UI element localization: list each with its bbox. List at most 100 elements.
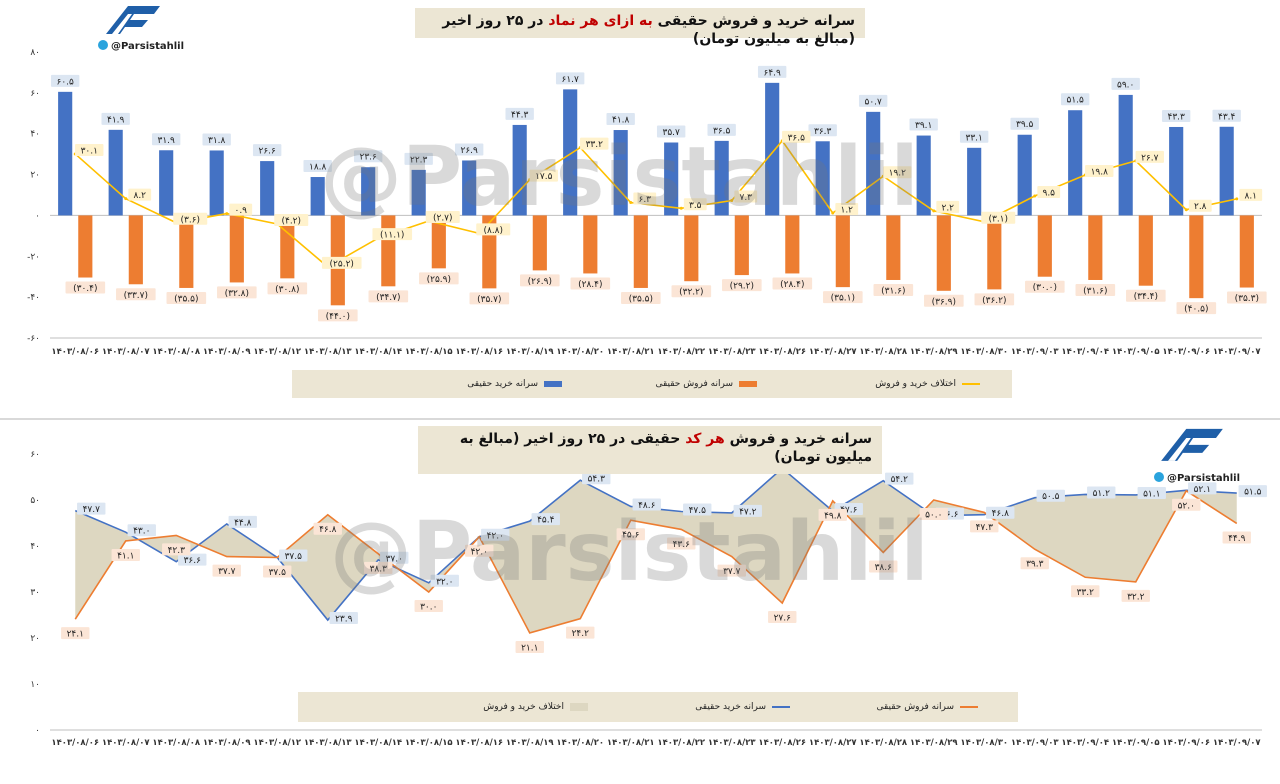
chart1-buy-label-bg xyxy=(101,112,130,125)
chart1-diff-label-bg xyxy=(734,190,758,203)
chart2-sell-label-bg xyxy=(717,564,746,577)
chart1-diff-label: (۳.۱) xyxy=(988,214,1008,224)
chart1-buy-label-bg xyxy=(555,72,585,85)
chart1-diff-label: (۴.۲) xyxy=(281,217,301,227)
chart2-buy-label-bg xyxy=(127,524,156,537)
brand-logo: @Parsistahlil xyxy=(98,4,188,54)
chart2-buy-label: ۳۶.۶ xyxy=(184,556,202,566)
chart1-sell-bar xyxy=(1138,215,1153,286)
chart1-sell-label: (۳۵.۵) xyxy=(174,294,198,304)
chart1-buy-label-bg xyxy=(454,143,484,156)
chart2-sell-label-bg xyxy=(1172,498,1201,511)
chart1-diff-label-bg xyxy=(782,130,811,143)
chart1-buy-label: ۳۱.۹ xyxy=(157,136,175,146)
chart1-sell-label-bg xyxy=(469,292,510,305)
chart1-ytick: -۴۰ xyxy=(27,293,40,303)
chart2-sell-label-bg xyxy=(869,560,898,573)
chart1-sell-label: (۳۴.۷) xyxy=(376,293,400,303)
chart1-sell-label-bg xyxy=(166,291,207,304)
logo-icon xyxy=(106,6,160,34)
chart2-legend: اختلاف خرید و فروش سرانه خرید حقیقی سران… xyxy=(298,692,1018,722)
chart1-diff-point xyxy=(679,206,683,210)
chart2-sell-label: ۳۷.۵ xyxy=(269,568,287,578)
chart2-sell-label: ۴۵.۶ xyxy=(622,531,640,541)
chart1-diff-label-bg xyxy=(1239,188,1263,201)
chart2-buy-label: ۴۵.۴ xyxy=(537,516,555,526)
chart1-diff-label: ۷.۳ xyxy=(739,193,752,203)
chart2-sell-label: ۳۹.۳ xyxy=(1026,560,1044,570)
chart2-title-post: حقیقی در ۲۵ روز اخیر (مبالغ به میلیون تو… xyxy=(459,431,872,465)
chart1-diff-point xyxy=(124,197,128,201)
chart1-sell-label-bg xyxy=(621,291,661,304)
chart1-buy-label: ۴۴.۳ xyxy=(511,110,529,120)
chart1-diff-label: ۱۹.۲ xyxy=(889,169,907,179)
chart1-diff-label: (۲.۷) xyxy=(433,213,453,223)
chart1-xtick: ۱۴۰۳/۰۸/۲۸ xyxy=(859,347,908,357)
chart1-sell-label: (۳۵.۳) xyxy=(1235,294,1259,304)
chart1-buy-label: ۵۱.۵ xyxy=(1066,96,1084,106)
chart2-buy-label: ۴۷.۶ xyxy=(840,506,858,516)
chart1-xtick: ۱۴۰۳/۰۸/۲۳ xyxy=(708,347,757,357)
chart1-title-pre: سرانه خرید و فروش حقیقی xyxy=(652,13,855,29)
chart1-sell-label-bg xyxy=(722,279,762,292)
chart1-ytick: ۶۰ xyxy=(30,89,40,99)
chart1-sell-label-bg xyxy=(873,283,914,296)
chart2-xtick: ۱۴۰۳/۰۸/۱۶ xyxy=(455,738,503,748)
chart1-buy-bar xyxy=(1169,126,1184,216)
chart1-buy-bar xyxy=(866,111,881,216)
chart1-buy-label: ۲۳.۶ xyxy=(359,153,377,163)
chart1-diff-label: (۸.۸) xyxy=(483,226,503,236)
chart2-sell-label: ۴۶.۸ xyxy=(319,525,337,535)
chart1-sell-bar xyxy=(583,215,598,274)
chart1-diff-point xyxy=(1184,208,1188,212)
telegram-icon-2 xyxy=(1154,472,1164,482)
chart1-diff-label-bg xyxy=(75,143,104,156)
chart2-buy-label: ۴۷.۷ xyxy=(83,505,101,515)
chart1-sell-bar xyxy=(785,215,800,274)
chart1-buy-label-bg xyxy=(1161,109,1191,122)
chart2-sell-label: ۴۲.۳ xyxy=(168,546,186,556)
chart2-xtick: ۱۴۰۳/۰۸/۲۲ xyxy=(657,738,706,748)
chart1-sell-bar xyxy=(1189,215,1204,299)
chart1-buy-bar xyxy=(159,150,174,216)
chart1-xtick: ۱۴۰۳/۰۸/۲۰ xyxy=(556,347,604,357)
chart2-xtick: ۱۴۰۳/۰۸/۲۹ xyxy=(910,738,959,748)
chart2-xtick: ۱۴۰۳/۰۹/۰۴ xyxy=(1061,738,1109,748)
legend-swatch-diff xyxy=(962,383,980,385)
chart1-buy-label-bg xyxy=(808,124,837,137)
chart1-sell-bar xyxy=(128,215,143,285)
chart2-buy-label-bg xyxy=(1137,486,1166,499)
chart2-xtick: ۱۴۰۳/۰۸/۱۹ xyxy=(506,738,555,748)
chart1-sell-bar xyxy=(78,215,93,278)
chart2-buy-label-bg xyxy=(279,549,308,562)
legend2-swatch-diff xyxy=(570,703,588,711)
chart2-buy-label-bg xyxy=(178,553,207,566)
chart2-sell-label: ۴۲.۰ xyxy=(471,547,488,557)
chart1-sell-bar xyxy=(179,215,194,288)
chart1-buy-label-bg xyxy=(505,107,534,120)
chart2-buy-label: ۵۱.۱ xyxy=(1143,489,1160,499)
chart1-buy-label-bg xyxy=(1010,117,1039,130)
chart2-sell-label: ۲۷.۶ xyxy=(774,614,792,624)
chart2-ytick: ۴۰ xyxy=(30,542,40,552)
chart2-sell-label: ۴۴.۹ xyxy=(1228,534,1246,544)
legend2-item-sell: سرانه فروش حقیقی xyxy=(808,692,978,722)
chart2-buy-label-bg xyxy=(986,506,1015,519)
chart1-buy-label-bg xyxy=(202,133,231,146)
chart2-xtick: ۱۴۰۳/۰۹/۰۷ xyxy=(1213,738,1262,748)
chart2-buy-label-bg xyxy=(1238,485,1267,498)
chart2-xtick: ۱۴۰۳/۰۸/۲۷ xyxy=(809,738,858,748)
chart1-buy-bar xyxy=(310,177,325,216)
chart2-sell-label: ۵۰.۰ xyxy=(925,511,942,521)
legend-item-sell: سرانه فروش حقیقی xyxy=(597,370,757,398)
chart2-sell-line xyxy=(74,489,1238,634)
chart2-ytick: ۲۰ xyxy=(30,634,40,644)
chart1-buy-bar xyxy=(462,160,477,216)
chart2-xtick: ۱۴۰۳/۰۸/۰۸ xyxy=(152,738,201,748)
chart1-diff-label-bg xyxy=(425,210,460,223)
chart2-buy-label: ۴۴.۸ xyxy=(234,518,252,528)
chart1-buy-label: ۱۸.۸ xyxy=(309,163,327,173)
chart1-ytick: -۶۰ xyxy=(27,334,40,344)
chart1-buy-bar xyxy=(765,82,780,216)
chart1-buy-label: ۴۳.۳ xyxy=(1167,112,1185,122)
